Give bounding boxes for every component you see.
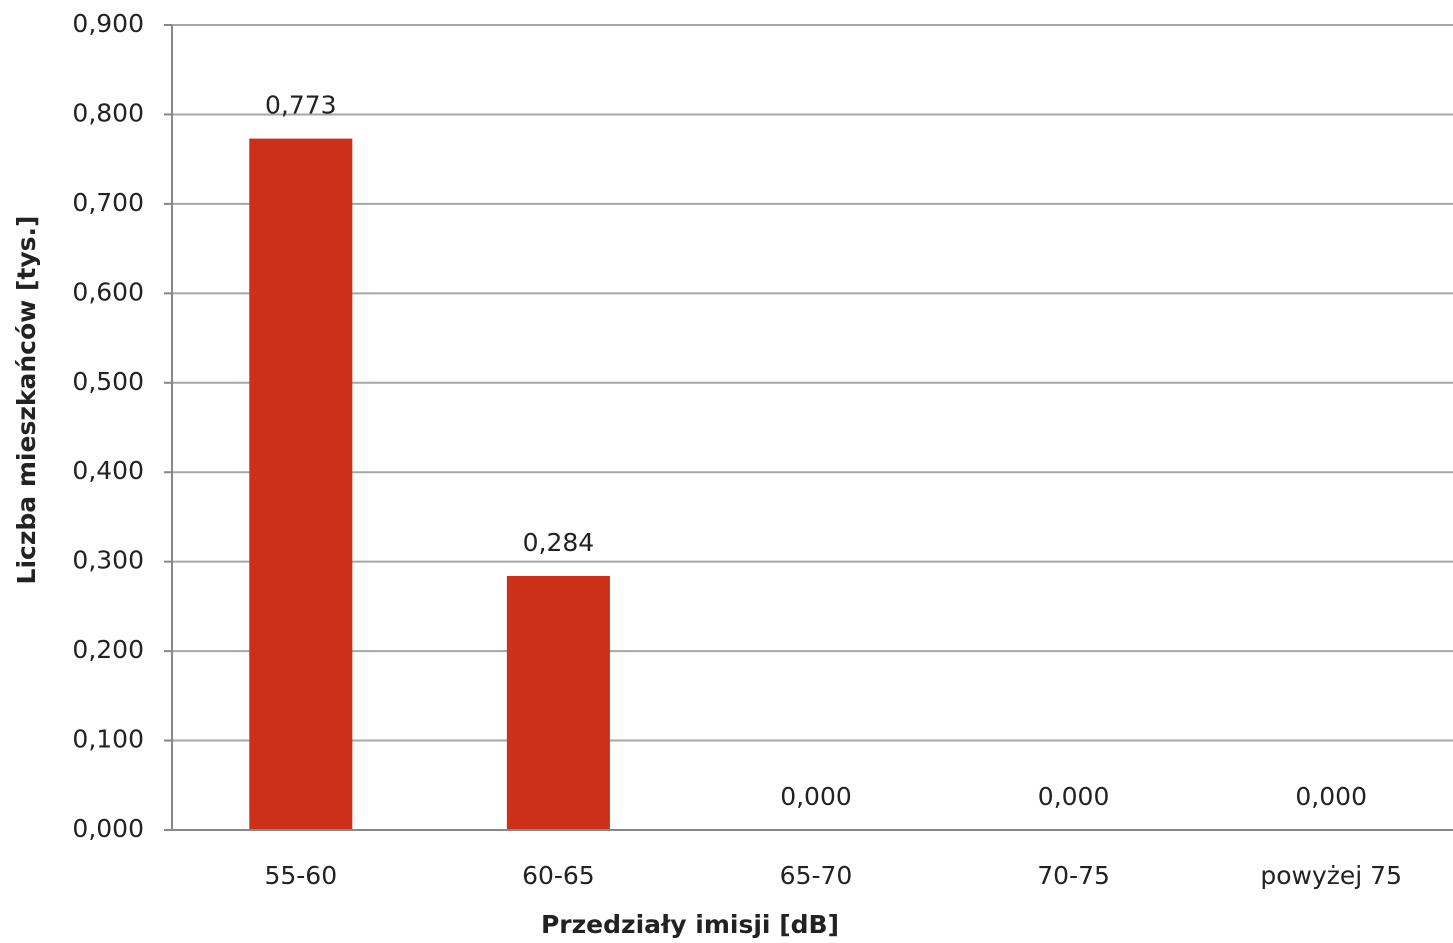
data-label: 0,000 [1295, 782, 1367, 811]
x-tick-label: 60-65 [522, 861, 595, 890]
bar [506, 575, 610, 830]
y-tick-label: 0,400 [72, 456, 144, 485]
x-axis-label: Przedziały imisji [dB] [541, 910, 839, 939]
y-tick-label: 0,800 [72, 98, 144, 127]
data-label: 0,000 [780, 782, 852, 811]
y-tick-label: 0,900 [72, 9, 144, 38]
y-tick-label: 0,300 [72, 546, 144, 575]
y-tick-label: 0,500 [72, 367, 144, 396]
x-tick-label: 65-70 [780, 861, 853, 890]
y-tick-label: 0,700 [72, 188, 144, 217]
bar [249, 138, 353, 830]
y-tick-label: 0,000 [72, 814, 144, 843]
y-tick-label: 0,200 [72, 635, 144, 664]
data-label: 0,284 [523, 528, 595, 557]
x-tick-label: powyżej 75 [1260, 861, 1402, 890]
y-tick-label: 0,100 [72, 725, 144, 754]
x-tick-label: 70-75 [1037, 861, 1110, 890]
y-axis-label: Liczba mieszkańców [tys.] [12, 216, 41, 585]
y-tick-label: 0,600 [72, 277, 144, 306]
x-tick-label: 55-60 [264, 861, 337, 890]
data-label: 0,000 [1038, 782, 1110, 811]
data-label: 0,773 [265, 91, 337, 120]
